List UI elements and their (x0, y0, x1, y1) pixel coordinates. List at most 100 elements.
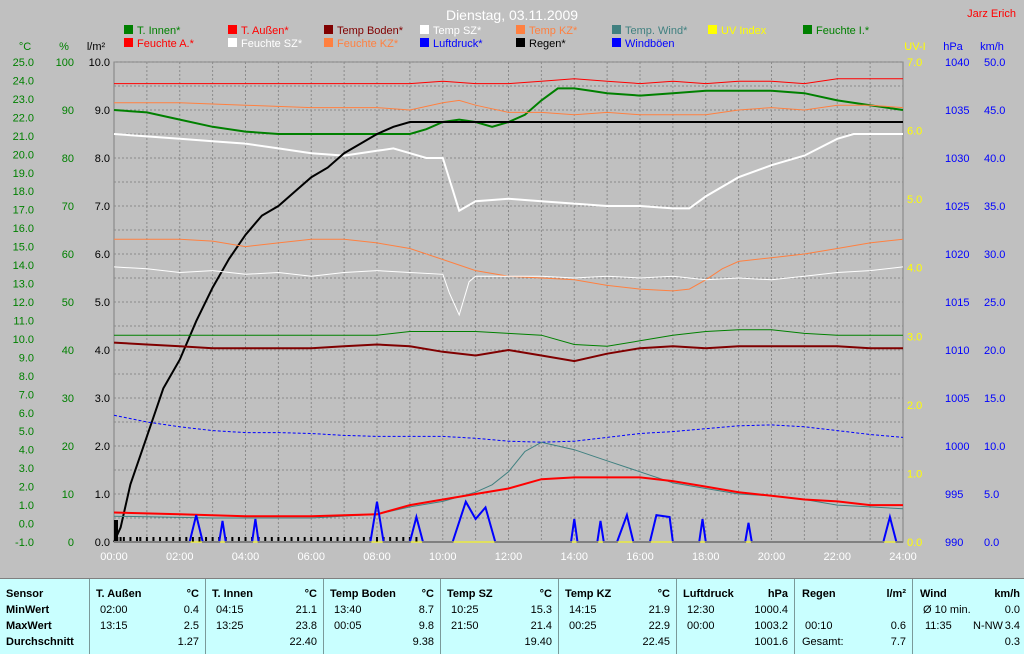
hpa-axis-tick-label: 1000 (945, 441, 969, 453)
stats-group-name: Temp Boden (330, 588, 396, 600)
stats-min-value: 0.4 (183, 604, 199, 616)
stats-max-time: 00:00 (687, 620, 715, 632)
series-feuchte-kz (114, 99, 904, 116)
stats-column: Temp SZ °C 10:25 15.3 21:50 21.4 19.40 (441, 579, 559, 654)
wind-unit: km/h (994, 588, 1020, 600)
hpa-axis-tick-label: 995 (945, 489, 963, 501)
legend-swatch (324, 38, 333, 47)
uv-axis-tick-label: 5.0 (907, 194, 922, 206)
stats-wind-column: Wind km/h Ø 10 min. 0.0 11:35 N-NW 3.4 0.3 (913, 579, 1024, 654)
time-tick-label: 08:00 (363, 551, 391, 563)
regen-max: 0.6 (890, 620, 906, 632)
regen-name: Regen (802, 588, 836, 600)
hpa-axis-tick-label: 990 (945, 537, 963, 549)
stats-avg-value: 19.40 (524, 636, 552, 648)
series-feuchte-a (114, 78, 903, 85)
rain-axis-tick-label: 1.0 (95, 489, 110, 501)
percent-axis-tick-label: 20 (62, 441, 74, 453)
kmh-unit-label: km/h (980, 41, 1004, 53)
stats-group-name: T. Außen (96, 588, 142, 600)
legend-label: T. Außen* (241, 25, 289, 37)
time-tick-label: 10:00 (429, 551, 457, 563)
celsius-axis-tick-label: 20.0 (13, 149, 34, 161)
celsius-axis-tick-label: 1.0 (19, 500, 34, 512)
celsius-axis-tick-label: 0.0 (19, 519, 34, 531)
kmh-axis-tick-label: 0.0 (984, 537, 999, 549)
stats-min-value: 8.7 (418, 604, 434, 616)
hpa-axis-tick-label: 1025 (945, 201, 969, 213)
legend-label: Temp SZ* (433, 25, 482, 37)
stats-min-value: 21.9 (648, 604, 670, 616)
legend-swatch (612, 38, 621, 47)
celsius-axis-tick-label: 14.0 (13, 260, 34, 272)
hpa-axis-tick-label: 1035 (945, 105, 969, 117)
rain-axis-tick-label: 3.0 (95, 393, 110, 405)
stats-group-unit: hPa (767, 588, 788, 600)
legend-label: Temp KZ* (529, 25, 578, 37)
legend-label: Temp Boden* (337, 25, 404, 37)
stats-group-unit: °C (304, 588, 317, 600)
kmh-axis-tick-label: 35.0 (984, 201, 1005, 213)
celsius-axis-tick-label: 15.0 (13, 242, 34, 254)
wind-avg: 0.3 (1004, 636, 1020, 648)
time-tick-label: 12:00 (495, 551, 523, 563)
chart-title: Dienstag, 03.11.2009 (446, 7, 578, 23)
legend-swatch (708, 25, 717, 34)
legend-swatch (803, 25, 812, 34)
legend-swatch (324, 25, 333, 34)
celsius-axis-tick-label: 17.0 (13, 205, 34, 217)
stats-min-time: 14:15 (569, 604, 597, 616)
hpa-axis-tick-label: 1005 (945, 393, 969, 405)
percent-axis-tick-label: 40 (62, 345, 74, 357)
celsius-axis-tick-label: 4.0 (19, 445, 34, 457)
celsius-axis-tick-label: 3.0 (19, 463, 34, 475)
percent-axis-tick-label: 70 (62, 201, 74, 213)
celsius-axis-tick-label: 11.0 (13, 315, 34, 327)
uv-axis-tick-label: 1.0 (907, 468, 922, 480)
time-tick-label: 24:00 (889, 551, 917, 563)
hpa-axis-tick-label: 1030 (945, 153, 969, 165)
legend-label: T. Innen* (137, 25, 181, 37)
legend-swatch (124, 25, 133, 34)
stats-max-value: 9.8 (418, 620, 434, 632)
stats-min-time: 12:30 (687, 604, 715, 616)
celsius-axis-tick-label: 19.0 (13, 168, 34, 180)
stats-min-time: 04:15 (216, 604, 244, 616)
kmh-axis-tick-label: 15.0 (984, 393, 1005, 405)
celsius-axis-tick-label: 13.0 (13, 279, 34, 291)
stats-avg-value: 22.40 (289, 636, 317, 648)
stats-max-time: 13:15 (100, 620, 128, 632)
uv-axis-tick-label: 6.0 (907, 126, 922, 138)
stats-group-unit: °C (657, 588, 670, 600)
time-tick-label: 04:00 (232, 551, 260, 563)
percent-axis-tick-label: 50 (62, 297, 74, 309)
stats-min-value: 1000.4 (754, 604, 788, 616)
uv-axis-tick-label: 2.0 (907, 400, 922, 412)
percent-axis-tick-label: 30 (62, 393, 74, 405)
legend: T. Innen* T. Außen* Temp Boden* Temp SZ* Tem… (124, 25, 870, 50)
uv-unit-label: UV-I (904, 41, 925, 53)
stats-group-name: Luftdruck (683, 588, 734, 600)
stats-column: Temp KZ °C 14:15 21.9 00:25 22.9 22.45 (559, 579, 677, 654)
sensor-label: Sensor (6, 588, 44, 600)
celsius-axis-tick-label: 18.0 (13, 186, 34, 198)
stats-group-name: Temp SZ (447, 588, 493, 600)
stats-column: Temp Boden °C 13:40 8.7 00:05 9.8 9.38 (324, 579, 441, 654)
time-tick-label: 00:00 (100, 551, 128, 563)
legend-label: Feuchte KZ* (337, 38, 399, 50)
axes: 25.0 24.0 23.0 22.0 21.0 20.0 19.0 18.0 17.0 16.0… (13, 41, 1006, 563)
stats-avg-value: 1.27 (177, 636, 199, 648)
rain-axis-tick-label: 7.0 (95, 201, 110, 213)
legend-swatch (228, 38, 237, 47)
stats-avg-value: 9.38 (412, 636, 434, 648)
legend-label: Temp. Wind* (625, 25, 688, 37)
stats-column: T. Außen °C 02:00 0.4 13:15 2.5 1.27 (90, 579, 206, 654)
percent-axis-tick-label: 0 (68, 537, 74, 549)
hpa-axis-tick-label: 1020 (945, 249, 969, 261)
celsius-axis-tick-label: 12.0 (13, 297, 34, 309)
legend-swatch (516, 25, 525, 34)
stats-min-value: 15.3 (530, 604, 552, 616)
chart-area: Dienstag, 03.11.2009 Jarz Erich T. Innen… (13, 7, 1016, 563)
time-tick-label: 06:00 (297, 551, 325, 563)
legend-label: Feuchte SZ* (241, 38, 303, 50)
